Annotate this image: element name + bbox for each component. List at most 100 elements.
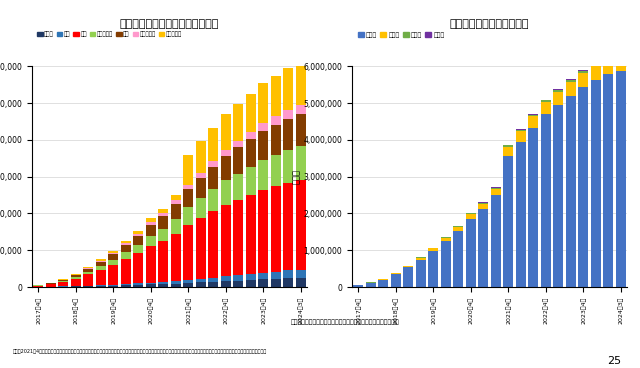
Bar [196, 141, 206, 173]
Bar [234, 148, 243, 174]
Bar [209, 161, 218, 167]
Bar [478, 203, 488, 204]
Text: （注）2021年4月に九州・沖縄地域における新規小売件数が大きく上昇しているのは、西部瓦斯株式会社の分社化に伴う体制移行による影響であり、市場に大きな変化があっ: （注）2021年4月に九州・沖縄地域における新規小売件数が大きく上昇しているのは… [13, 349, 267, 354]
Bar [516, 142, 526, 287]
Bar [171, 195, 181, 200]
Bar [391, 273, 401, 274]
Bar [33, 286, 44, 287]
Bar [71, 275, 81, 277]
Bar [171, 281, 181, 284]
Bar [441, 241, 451, 287]
Bar [221, 114, 231, 149]
Bar [121, 284, 131, 285]
Bar [96, 259, 106, 261]
Bar [579, 70, 588, 71]
Bar [209, 282, 218, 287]
Bar [196, 279, 206, 283]
Bar [271, 272, 281, 279]
Bar [108, 286, 118, 287]
Bar [591, 80, 601, 287]
Bar [183, 283, 193, 287]
Bar [183, 224, 193, 280]
Bar [246, 132, 256, 139]
Bar [246, 139, 256, 167]
Bar [183, 185, 193, 189]
Bar [83, 286, 93, 287]
Bar [453, 231, 463, 287]
Bar [209, 167, 218, 189]
Bar [378, 279, 388, 280]
Bar [133, 285, 143, 287]
Bar [271, 75, 281, 116]
Bar [271, 155, 281, 186]
Bar [579, 87, 588, 287]
Bar [71, 277, 81, 279]
Bar [466, 214, 476, 219]
Bar [478, 209, 488, 287]
Bar [284, 278, 294, 287]
Text: 25: 25 [607, 356, 621, 366]
Bar [296, 114, 306, 146]
Bar [403, 267, 413, 287]
Bar [83, 267, 93, 268]
Bar [554, 89, 563, 90]
Bar [234, 104, 243, 141]
Bar [121, 241, 131, 243]
Bar [171, 200, 181, 204]
Title: 新規小売の地域別家庭用契約件数: 新規小売の地域別家庭用契約件数 [120, 20, 220, 29]
Bar [478, 204, 488, 209]
Bar [108, 284, 118, 286]
Bar [221, 149, 231, 156]
Y-axis label: （件）: （件） [292, 169, 301, 184]
Bar [541, 114, 551, 287]
Bar [504, 147, 513, 156]
Bar [259, 279, 268, 287]
Bar [604, 56, 614, 57]
Bar [71, 274, 81, 275]
Bar [221, 276, 231, 281]
Bar [96, 262, 106, 266]
Bar [366, 283, 376, 287]
Bar [296, 180, 306, 270]
Bar [183, 155, 193, 185]
Bar [146, 222, 156, 225]
Bar [604, 59, 614, 74]
Bar [259, 273, 268, 279]
Bar [491, 195, 501, 287]
Bar [416, 258, 426, 259]
Bar [96, 285, 106, 286]
Bar [491, 188, 501, 195]
Bar [579, 71, 588, 72]
Bar [491, 187, 501, 188]
Bar [196, 173, 206, 178]
Bar [541, 100, 551, 102]
Bar [271, 186, 281, 272]
Bar [83, 272, 93, 274]
Bar [183, 280, 193, 283]
Bar [209, 128, 218, 161]
Bar [209, 189, 218, 211]
Bar [221, 156, 231, 180]
Bar [158, 241, 168, 282]
Legend: 北海道, 東北, 関東, 中部・北陸, 近畿, 中国・四国, 九州・沖縄: 北海道, 東北, 関東, 中部・北陸, 近畿, 中国・四国, 九州・沖縄 [35, 29, 184, 39]
Bar [554, 90, 563, 92]
Bar [566, 96, 576, 287]
Bar [296, 270, 306, 278]
Bar [516, 131, 526, 142]
Bar [183, 207, 193, 224]
Bar [96, 270, 106, 285]
Bar [516, 130, 526, 131]
Bar [428, 251, 438, 287]
Bar [378, 280, 388, 287]
Bar [158, 284, 168, 287]
Bar [271, 116, 281, 125]
Bar [284, 110, 294, 119]
Bar [96, 266, 106, 270]
Bar [108, 265, 118, 284]
Bar [566, 80, 576, 82]
Bar [108, 254, 118, 260]
Bar [466, 219, 476, 287]
Bar [146, 247, 156, 283]
Bar [591, 63, 601, 66]
Bar [221, 205, 231, 276]
